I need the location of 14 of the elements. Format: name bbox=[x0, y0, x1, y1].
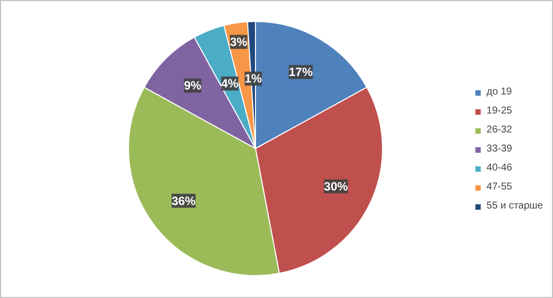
legend-label: 47-55 bbox=[486, 182, 512, 192]
data-label: 4% bbox=[221, 76, 239, 91]
legend-label: 26-32 bbox=[486, 124, 512, 136]
legend-label: 40-46 bbox=[486, 162, 512, 174]
data-label: 3% bbox=[230, 34, 248, 49]
data-label: 9% bbox=[184, 78, 202, 93]
data-label: 17% bbox=[288, 64, 314, 79]
legend-label: 19-25 bbox=[486, 106, 512, 116]
data-label: 1% bbox=[244, 72, 262, 86]
legend-label: 55 и старше bbox=[486, 200, 543, 212]
data-label: 36% bbox=[172, 194, 196, 208]
legend-label: до 19 bbox=[486, 86, 512, 98]
legend-label: 33-39 bbox=[486, 144, 512, 154]
data-label: 30% bbox=[324, 179, 348, 194]
